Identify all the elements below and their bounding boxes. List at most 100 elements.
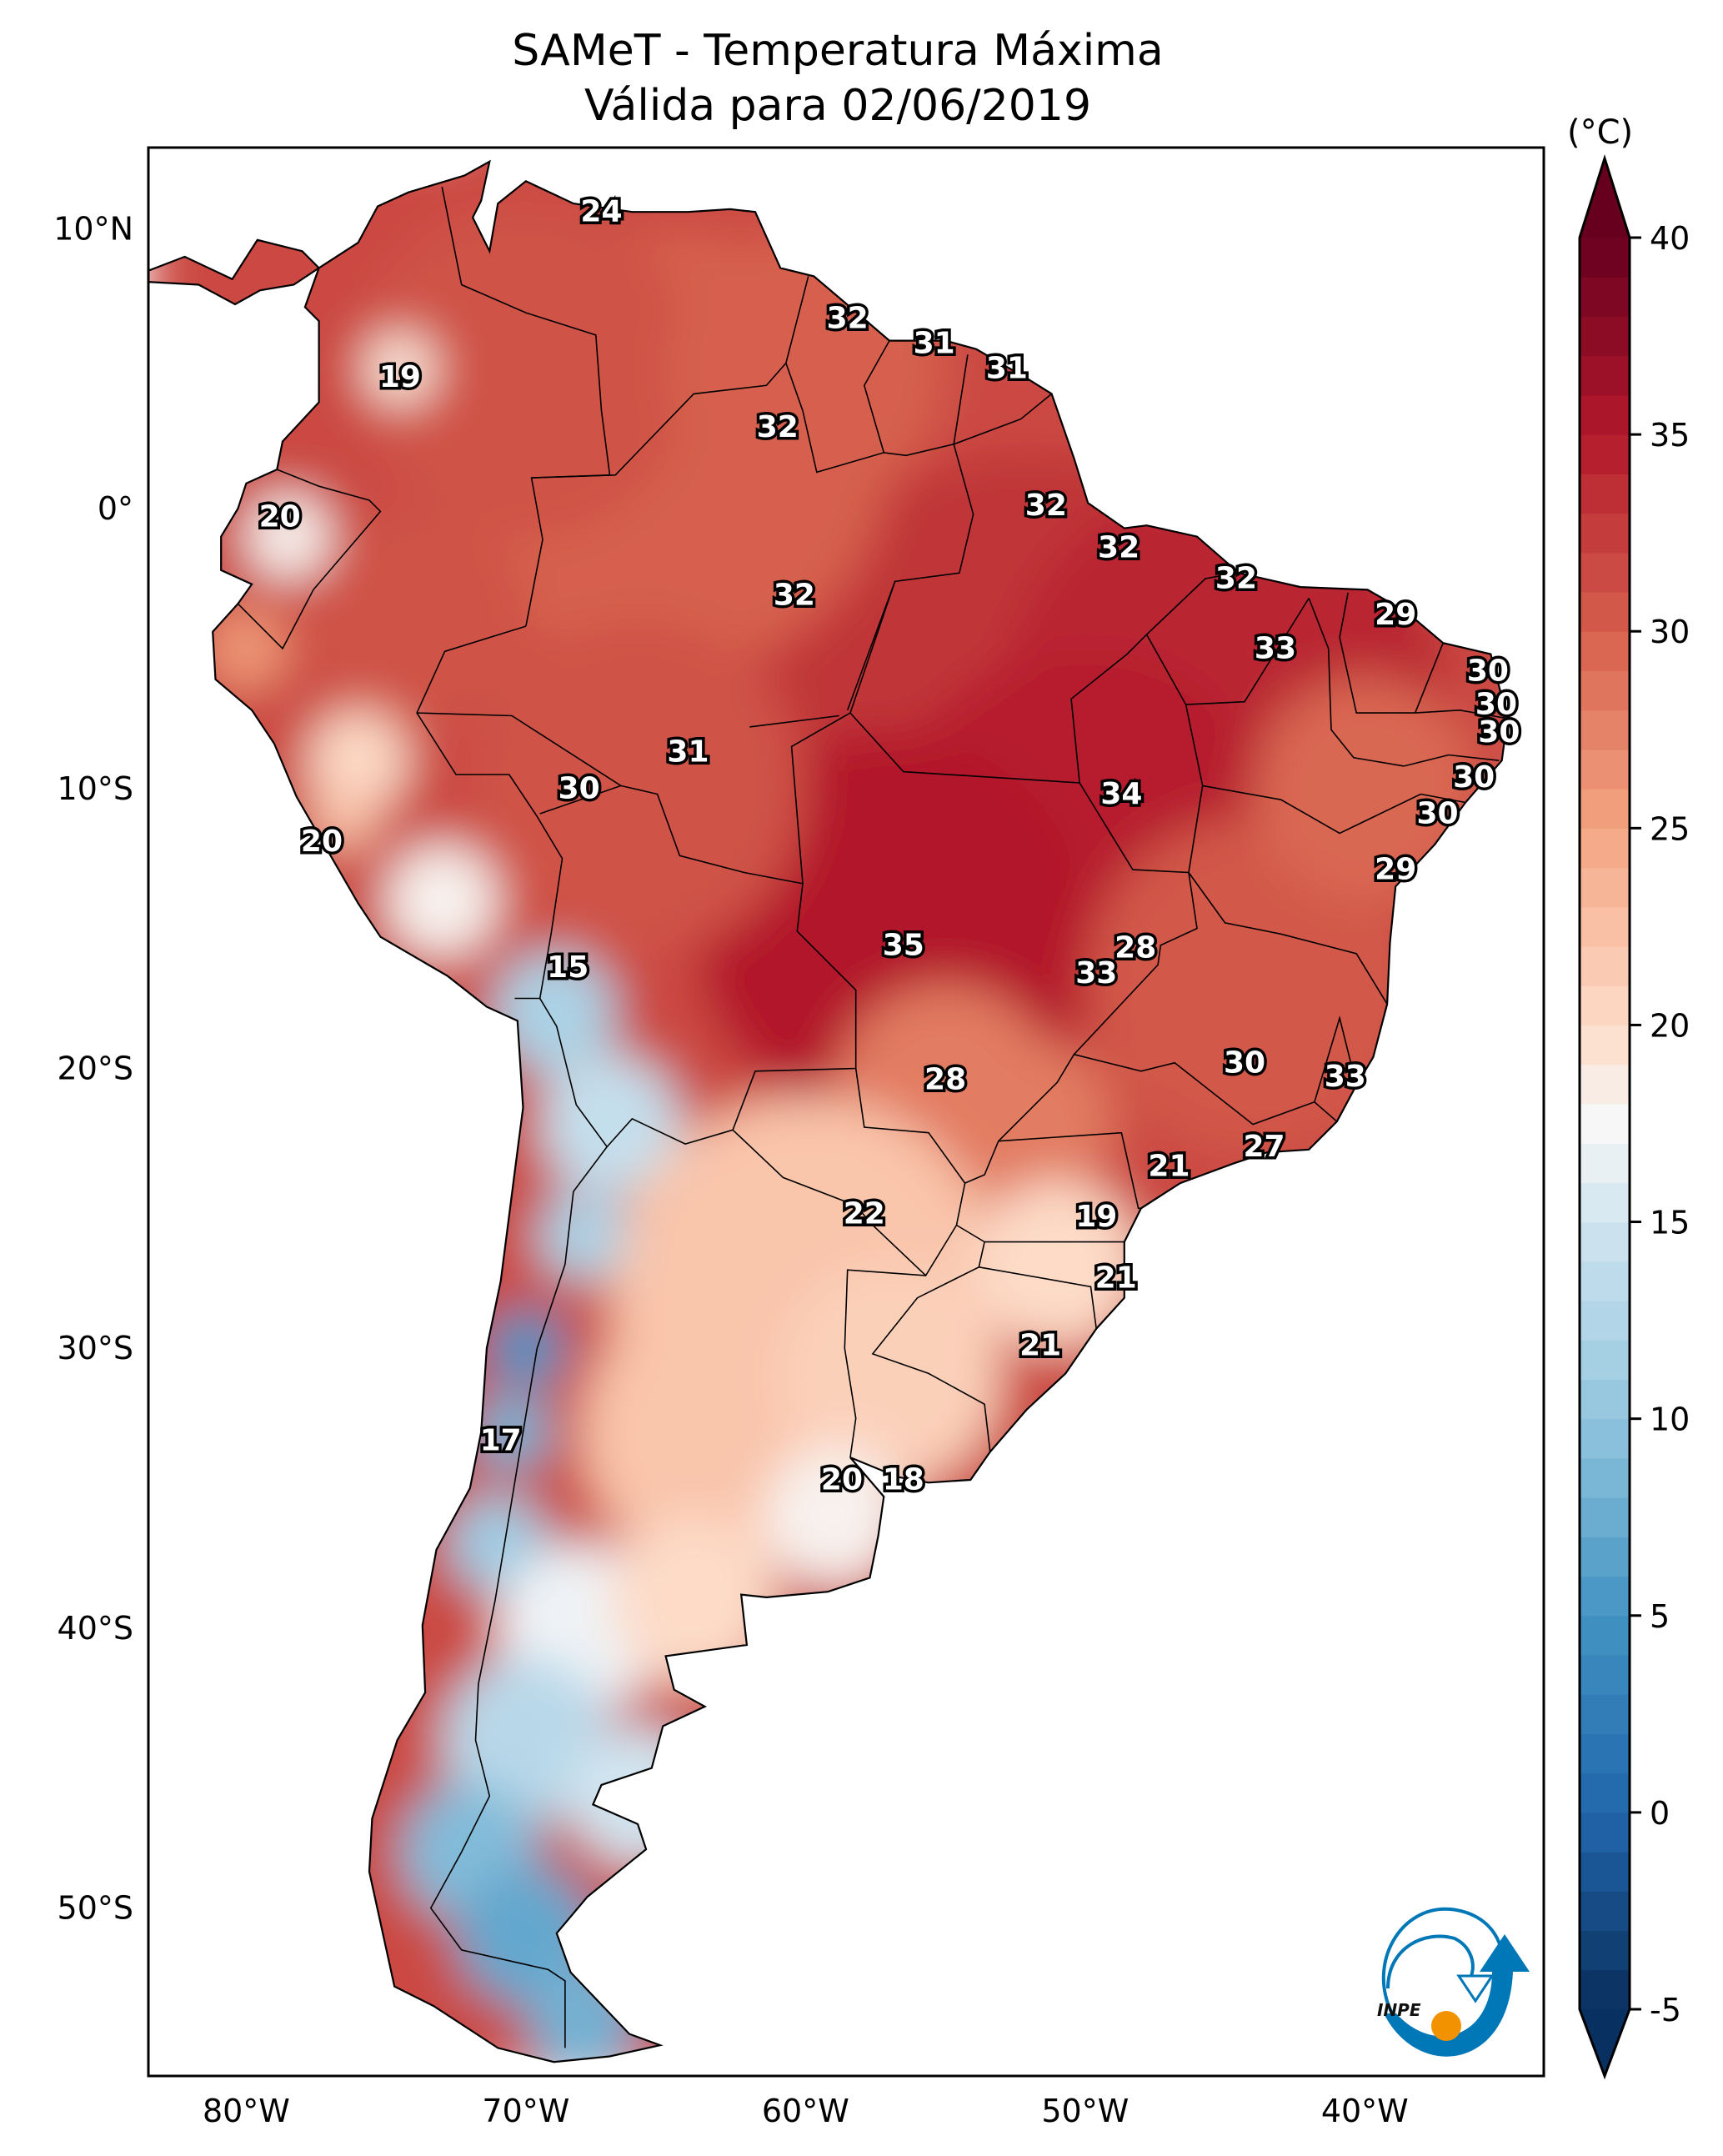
contour-label: 32 (757, 410, 799, 444)
border-line (849, 444, 974, 714)
colorbar-band (1580, 1852, 1630, 1892)
field-patch (469, 620, 806, 957)
lat-tick-label: 10°N (53, 210, 133, 247)
colorbar-band (1580, 1812, 1630, 1853)
logo-up-arrow (1384, 1934, 1530, 2057)
contour-label: 20 (821, 1462, 863, 1497)
border-line (863, 340, 890, 454)
colorbar-band (1580, 238, 1630, 278)
border-line (1339, 592, 1444, 714)
colorbar-band (1580, 985, 1630, 1026)
field-patch (973, 1180, 1141, 1349)
field-patch (609, 1516, 778, 1684)
contour-label: 29 (1375, 853, 1416, 887)
chart-title: SAMeT - Temperatura Máxima Válida para 0… (0, 23, 1675, 133)
lat-tick-label: 10°S (58, 770, 133, 807)
contour-label: 15 (547, 950, 589, 985)
contour-label: 29 (1375, 598, 1416, 632)
colorbar-band (1580, 867, 1630, 908)
border-line (1146, 572, 1237, 635)
colorbar-band (1580, 1261, 1630, 1301)
contour-label: 30 (1453, 760, 1495, 795)
colorbar-band (1580, 1457, 1630, 1498)
contour-label: 21 (1095, 1261, 1137, 1296)
colorbar-band (1580, 906, 1630, 947)
contour-label: 18 (883, 1462, 924, 1497)
border-line (785, 363, 1053, 474)
colorbar-band (1580, 434, 1630, 474)
colorbar-band (1580, 1221, 1630, 1262)
field-patch (302, 509, 526, 733)
colorbar-band (1580, 1301, 1630, 1341)
colorbar-extend-max (1580, 158, 1630, 238)
contour-label: 21 (1019, 1328, 1061, 1362)
colorbar-band (1580, 749, 1630, 790)
border-line (846, 581, 896, 711)
colorbar-extend-min (1580, 2009, 1630, 2076)
lat-tick-label: 40°S (58, 1610, 133, 1647)
contour-label: 32 (1215, 561, 1257, 595)
contour-label: 28 (924, 1062, 966, 1096)
lat-tick-label: 50°S (58, 1890, 133, 1927)
logo-down-arrow (1456, 1974, 1495, 2003)
border-line (416, 625, 857, 1148)
contour-label: 33 (1325, 1060, 1366, 1094)
colorbar: (°C) 40 35 30 25 20 15 10 5 0 -5 (1567, 113, 1690, 2080)
border-line (441, 186, 611, 627)
border-line (1420, 793, 1466, 804)
colorbar-tick-label: 30 (1650, 614, 1690, 650)
title-line-1: SAMeT - Temperatura Máxima (512, 26, 1164, 76)
logo-orange-dot (1431, 2011, 1461, 2041)
colorbar-band (1580, 1733, 1630, 1774)
colorbar-tick-label: 5 (1650, 1598, 1670, 1635)
contour-label: 30 (1478, 715, 1520, 750)
logo-swirl-inner (1386, 1934, 1475, 1989)
colorbar-band (1580, 592, 1630, 632)
colorbar-band (1580, 1340, 1630, 1381)
border-line (237, 469, 382, 650)
colorbar-band (1580, 828, 1630, 869)
field-patch (945, 1040, 1114, 1209)
border-line (998, 1131, 1141, 1210)
colorbar-tick-label: 10 (1650, 1401, 1690, 1438)
field-patch (363, 332, 437, 405)
colorbar-band (1580, 1969, 1630, 2010)
colorbar-band (1580, 1025, 1630, 1065)
colorbar-band (1580, 1064, 1630, 1105)
colorbar-band (1580, 1576, 1630, 1617)
field-patch (492, 950, 616, 1075)
border-line (749, 714, 839, 728)
colorbar-tick-label: 20 (1650, 1007, 1690, 1044)
border-line (1202, 785, 1421, 835)
border-line (844, 1269, 926, 1458)
colorbar-band (1580, 1103, 1630, 1144)
contour-label: 27 (1243, 1130, 1285, 1164)
contour-label: 31 (914, 326, 955, 360)
contour-label: 30 (558, 771, 600, 805)
field-patch (473, 1392, 552, 1472)
colorbar-band (1580, 1143, 1630, 1183)
colorbar-band (1580, 1182, 1630, 1223)
colorbar-band (1580, 789, 1630, 829)
colorbar-band (1580, 1379, 1630, 1420)
field-patch (358, 200, 694, 537)
border-line (790, 712, 1198, 1184)
contour-label: 35 (883, 928, 924, 962)
inpe-logo: INPE (1377, 1907, 1530, 2057)
contour-label: 34 (1100, 777, 1142, 811)
colorbar-band (1580, 1891, 1630, 1932)
border-line (1074, 1053, 1338, 1126)
colorbar-band (1580, 1655, 1630, 1695)
border-line (1415, 709, 1508, 720)
colorbar-band (1580, 1930, 1630, 1971)
field-patch (246, 494, 331, 579)
border-line (871, 1224, 991, 1452)
field-patch (764, 1446, 904, 1587)
colorbar-band (1580, 513, 1630, 554)
lat-tick-label: 0° (98, 490, 133, 527)
colorbar-band (1580, 709, 1630, 750)
field-patch (777, 1264, 1002, 1488)
